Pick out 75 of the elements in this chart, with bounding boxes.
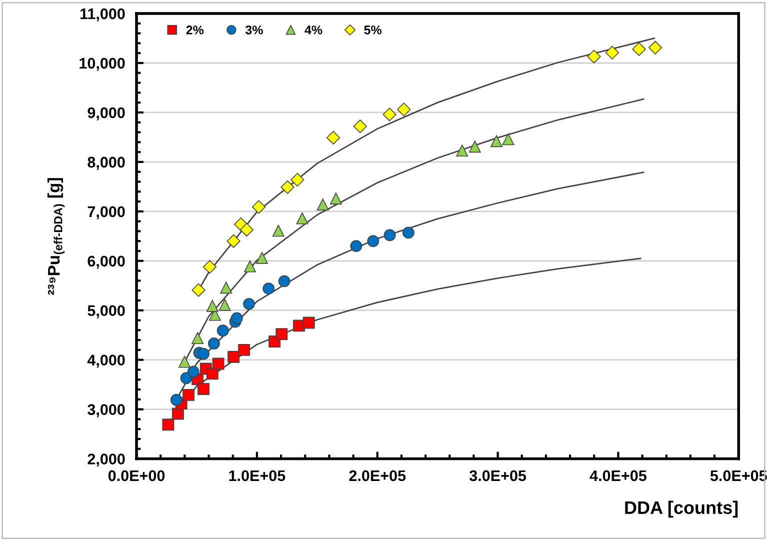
point: [280, 180, 294, 194]
point: [178, 356, 191, 368]
point: [243, 298, 255, 310]
y-tick-label: 9,000: [88, 107, 125, 120]
point: [206, 368, 218, 380]
point: [587, 50, 601, 64]
y-tick-label: 6,000: [88, 256, 125, 269]
y-tick-label: 4,000: [87, 354, 125, 368]
x-tick-label: 4.0E+05: [590, 470, 646, 482]
point: [218, 298, 231, 311]
point: [278, 275, 290, 288]
point: [350, 240, 362, 252]
point: [326, 130, 340, 144]
point: [302, 316, 315, 329]
y-tick-label: 8,000: [88, 156, 125, 170]
point: [216, 324, 229, 337]
point: [187, 366, 200, 378]
point: [262, 282, 275, 295]
point: [382, 108, 396, 122]
x-tick-label: 2.0E+05: [349, 470, 406, 482]
point: [220, 282, 232, 294]
y-tick-label: 11,000: [80, 8, 125, 22]
point: [367, 235, 380, 248]
y-tick-label: 3,000: [88, 404, 125, 418]
point: [208, 338, 220, 350]
legend-label: 4%: [304, 26, 322, 34]
point: [162, 418, 174, 431]
point: [226, 234, 240, 248]
point: [240, 222, 254, 237]
point: [228, 350, 240, 363]
point: [456, 144, 468, 157]
point: [316, 198, 329, 210]
point: [238, 344, 250, 356]
point: [202, 260, 217, 274]
point: [244, 260, 256, 272]
point: [632, 42, 646, 56]
y-tick-label: 10,000: [80, 58, 125, 71]
point: [290, 172, 304, 187]
point: [397, 102, 411, 116]
point: [605, 46, 619, 60]
point: [648, 40, 662, 54]
point: [276, 328, 288, 340]
point: [252, 200, 266, 214]
point: [192, 332, 204, 344]
point: [402, 226, 414, 239]
y-tick-label: 5,000: [88, 305, 125, 318]
point: [180, 372, 192, 384]
point: [256, 252, 268, 264]
x-tick-label: 3.0E+05: [469, 470, 526, 482]
point: [212, 358, 224, 370]
point: [330, 192, 342, 205]
point: [384, 229, 396, 242]
x-tick-label: 5.0E+05: [710, 470, 767, 482]
y-axis-title: ²³⁹Pu$_{(eff-DDA)}$ [g]: [47, 178, 65, 295]
point: [206, 300, 218, 312]
y-tick-label: 2,000: [88, 454, 125, 467]
point: [353, 120, 367, 134]
x-tick-label: 0.0E+00: [108, 470, 165, 482]
point: [468, 140, 481, 153]
point: [170, 394, 182, 406]
point: [296, 212, 308, 224]
point: [490, 135, 502, 148]
point: [272, 224, 284, 237]
point: [230, 312, 243, 324]
x-tick-label: 1.0E+05: [229, 470, 286, 482]
x-axis-title: DDA [counts]: [625, 500, 738, 518]
legend-label: 2%: [186, 26, 204, 34]
point: [198, 348, 210, 360]
point: [192, 283, 206, 297]
point: [182, 388, 195, 401]
y-tick-label: 7,000: [88, 206, 125, 220]
legend-label: 5%: [364, 26, 382, 34]
legend-label: 3%: [245, 26, 263, 34]
point: [502, 133, 514, 146]
point: [198, 383, 210, 395]
